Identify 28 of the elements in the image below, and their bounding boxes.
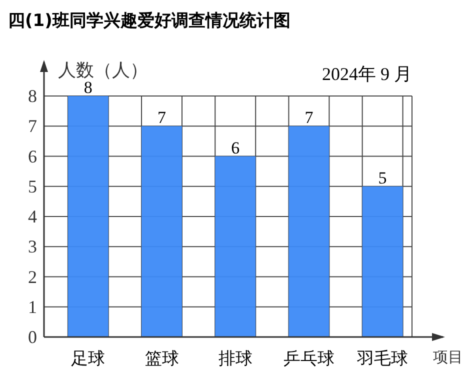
y-tick-label: 0 bbox=[28, 327, 37, 347]
y-tick-label: 6 bbox=[28, 146, 37, 166]
x-tick-label: 羽毛球 bbox=[356, 349, 408, 369]
y-axis-title: 人数（人） bbox=[58, 60, 148, 81]
data-label: 7 bbox=[158, 108, 167, 128]
bar bbox=[362, 186, 403, 337]
y-tick-label: 3 bbox=[28, 236, 37, 257]
y-tick-label: 4 bbox=[28, 206, 37, 226]
bar bbox=[215, 156, 256, 337]
y-tick-label: 1 bbox=[28, 296, 37, 317]
bar bbox=[288, 126, 330, 337]
data-label: 7 bbox=[304, 108, 314, 128]
data-label: 5 bbox=[378, 168, 387, 188]
x-tick-label: 排球 bbox=[218, 349, 252, 369]
y-tick-label: 8 bbox=[28, 86, 37, 106]
y-tick-label: 7 bbox=[28, 116, 37, 136]
bar bbox=[68, 96, 108, 337]
x-tick-label: 乒乓球 bbox=[283, 349, 334, 369]
x-tick-label: 篮球 bbox=[144, 349, 179, 369]
x-tick-label: 足球 bbox=[71, 349, 106, 369]
text: 2024年 9 月 bbox=[322, 64, 412, 84]
data-label: 6 bbox=[231, 138, 240, 158]
y-tick-label: 2 bbox=[28, 266, 37, 287]
data-label: 8 bbox=[84, 78, 92, 97]
chart-title: 四(1)班同学兴趣爱好调查情况统计图 bbox=[8, 11, 290, 31]
x-axis-title: 项目 bbox=[433, 348, 463, 366]
bar bbox=[142, 126, 182, 337]
y-tick-label: 5 bbox=[28, 176, 37, 196]
